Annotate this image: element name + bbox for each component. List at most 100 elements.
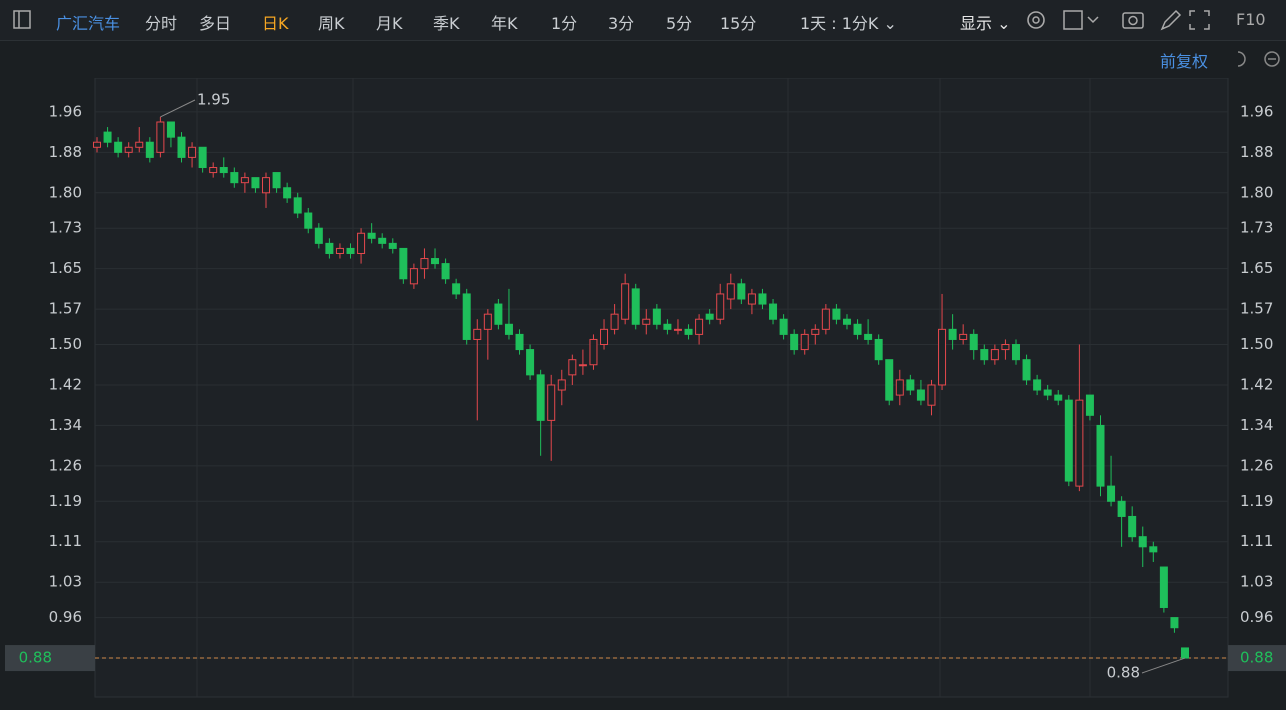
candle-body — [462, 293, 471, 340]
draw-icon[interactable] — [1160, 9, 1182, 31]
candle-body — [631, 288, 640, 325]
y-tick-label: 1.88 — [49, 143, 82, 161]
candle-body — [399, 247, 408, 280]
y-tick-label: 1.57 — [49, 300, 82, 318]
candle-body — [790, 333, 799, 351]
period-tab[interactable]: 季K — [433, 14, 460, 33]
candle-body — [1096, 424, 1105, 487]
y2-tick-label: 1.11 — [1240, 532, 1273, 550]
y-tick-label: 1.19 — [49, 492, 82, 510]
candle-body — [1149, 546, 1158, 553]
f10-button[interactable]: F10 — [1236, 10, 1266, 29]
candle-body — [1011, 344, 1020, 361]
last-price-box — [5, 645, 95, 672]
candle-body — [642, 318, 651, 325]
candle-body — [895, 379, 904, 396]
y-tick-label: 0.96 — [49, 608, 82, 626]
candle-body — [969, 333, 978, 351]
candle-body — [198, 146, 207, 169]
candle-body — [357, 232, 366, 254]
candle-body — [737, 283, 746, 300]
candle-body — [1181, 647, 1189, 659]
candle-body — [1022, 359, 1031, 381]
candle-body — [885, 359, 894, 401]
candle-body — [103, 131, 112, 143]
candle-body — [874, 338, 883, 361]
candle-body — [166, 121, 175, 138]
y2-tick-label: 1.42 — [1240, 375, 1273, 393]
candle-body — [821, 308, 830, 330]
stock-name[interactable]: 广汇汽车 — [56, 14, 121, 33]
candle-body — [335, 247, 344, 254]
candle-body — [864, 333, 873, 340]
candle-body — [800, 333, 809, 351]
settings-icon[interactable] — [1027, 11, 1045, 29]
y-tick-label: 1.42 — [49, 375, 82, 393]
low-label: 0.88 — [1107, 664, 1140, 682]
candle-body — [1001, 344, 1010, 351]
period-tab[interactable]: 多日 — [199, 14, 232, 33]
last-price-label-right: 0.88 — [1240, 649, 1273, 667]
y-tick-label: 1.96 — [49, 102, 82, 120]
candle-body — [536, 374, 545, 421]
candle-body — [1033, 379, 1042, 391]
reset-icon[interactable] — [1237, 51, 1246, 67]
adjust-select[interactable]: 前复权 — [1160, 52, 1209, 71]
candle-body — [1170, 617, 1179, 629]
candle-body — [367, 232, 376, 239]
candle-body — [219, 167, 228, 174]
y2-tick-label: 1.50 — [1240, 335, 1273, 353]
candle-body — [716, 293, 725, 320]
candle-body — [990, 349, 999, 361]
display-select[interactable]: 显示 ⌄ — [960, 14, 1011, 33]
candle-body — [209, 167, 218, 174]
candle-body — [758, 293, 767, 305]
fullscreen-icon[interactable] — [1189, 10, 1210, 30]
candle-body — [240, 177, 249, 184]
period-tab[interactable]: 日K — [262, 14, 289, 33]
period-tab[interactable]: 月K — [376, 14, 403, 33]
period-tab[interactable]: 15分 — [720, 14, 757, 33]
y-tick-label: 1.03 — [49, 573, 82, 591]
candle-body — [188, 146, 197, 158]
candle-body — [272, 172, 281, 189]
candle-body — [441, 263, 450, 280]
candle-body — [431, 258, 440, 265]
candle-body — [589, 338, 598, 366]
camera-icon[interactable] — [1122, 12, 1144, 29]
candle-body — [135, 141, 144, 148]
candle-body — [853, 323, 862, 335]
y2-tick-label: 1.65 — [1240, 259, 1273, 277]
candle-body — [314, 227, 323, 244]
candle-body — [325, 242, 334, 254]
candle-body — [452, 283, 461, 295]
candle-body — [726, 283, 735, 300]
zoom-out-icon[interactable] — [1264, 51, 1280, 67]
candle-body — [1043, 389, 1052, 396]
sidebar-icon[interactable] — [8, 0, 38, 40]
toolbar-icons — [1027, 9, 1210, 31]
candle-body — [747, 293, 756, 305]
period-tab[interactable]: 1分 — [551, 14, 578, 33]
candle-body — [621, 283, 630, 320]
candle-body — [832, 308, 841, 320]
y2-tick-label: 1.34 — [1240, 416, 1273, 434]
period-tab[interactable]: 年K — [491, 14, 518, 33]
candle-body — [145, 141, 154, 158]
candle-body — [346, 247, 355, 254]
candle-body — [124, 146, 133, 153]
candle-body — [842, 318, 851, 325]
y2-tick-label: 1.88 — [1240, 143, 1273, 161]
candle-body — [705, 313, 714, 320]
period-tab[interactable]: 5分 — [666, 14, 693, 33]
period-tab[interactable]: 周K — [318, 14, 345, 33]
candle-body — [663, 323, 672, 330]
checkbox-icon[interactable] — [1063, 10, 1083, 30]
y-tick-label: 1.34 — [49, 416, 82, 434]
candle-body — [283, 187, 292, 199]
high-label: 1.95 — [197, 91, 230, 109]
period-tab[interactable]: 3分 — [608, 14, 635, 33]
period-tab[interactable]: 分时 — [145, 14, 178, 33]
period-select[interactable]: 1天 : 1分K ⌄ — [800, 14, 897, 33]
